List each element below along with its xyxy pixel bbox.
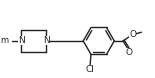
Text: O: O (125, 48, 132, 57)
Text: Cl: Cl (86, 65, 94, 74)
Text: m: m (0, 36, 9, 45)
Text: O: O (129, 30, 136, 39)
Text: N: N (43, 36, 50, 45)
Text: N: N (18, 36, 24, 45)
